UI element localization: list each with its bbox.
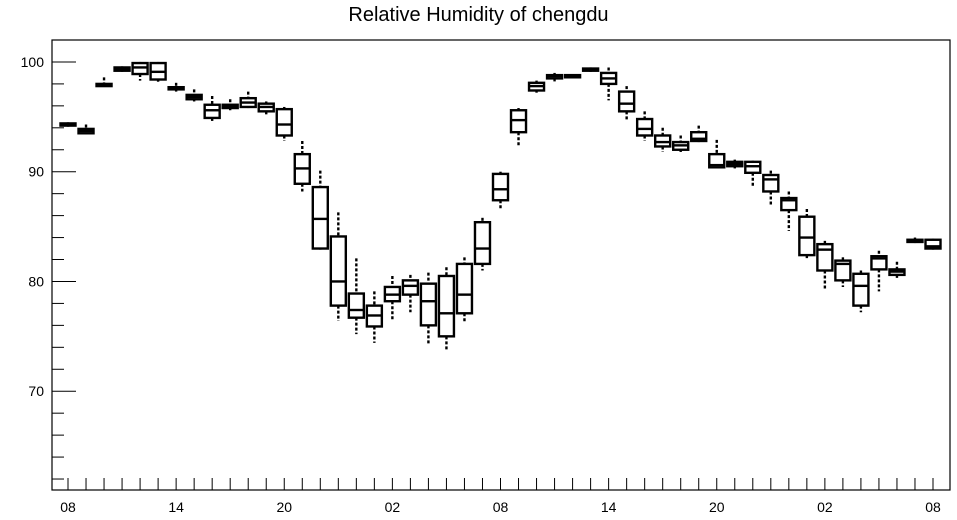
- y-tick-label: 90: [28, 164, 44, 180]
- box: [401, 274, 420, 313]
- box-body: [798, 215, 816, 257]
- box: [798, 209, 816, 259]
- box: [167, 82, 185, 92]
- box: [59, 122, 77, 127]
- box-body: [816, 242, 834, 272]
- box: [491, 171, 510, 210]
- box-body: [275, 107, 293, 137]
- box: [617, 86, 636, 122]
- y-tick-label: 100: [21, 54, 45, 70]
- box: [816, 240, 834, 290]
- x-axis: 08 14 20 02 08 14 20 02 08: [60, 478, 941, 515]
- box: [906, 237, 924, 244]
- box: [852, 270, 870, 313]
- x-tick-label: 08: [493, 499, 509, 515]
- box: [599, 67, 618, 101]
- x-tick-label: 08: [60, 499, 76, 515]
- box-body: [834, 259, 852, 282]
- box-series: [59, 61, 942, 350]
- box: [527, 80, 546, 93]
- box: [708, 139, 726, 169]
- box: [870, 250, 888, 292]
- y-axis: 70 80 90 100: [21, 39, 76, 480]
- box-body: [347, 292, 366, 319]
- box: [239, 91, 257, 109]
- x-tick-label: 02: [817, 499, 833, 515]
- x-tick-label: 14: [601, 499, 617, 515]
- box: [419, 272, 438, 345]
- box-body: [617, 90, 636, 113]
- box-body: [473, 220, 492, 266]
- box-body: [491, 172, 510, 202]
- box-body: [455, 262, 474, 315]
- y-tick-label: 70: [28, 383, 44, 399]
- box: [293, 140, 311, 192]
- box: [149, 61, 167, 82]
- box: [473, 217, 492, 271]
- box: [257, 101, 275, 116]
- box: [744, 160, 762, 188]
- box: [77, 124, 95, 135]
- chart-title: Relative Humidity of chengdu: [348, 4, 609, 26]
- x-tick-label: 20: [276, 499, 292, 515]
- box: [762, 170, 780, 205]
- box-body: [762, 173, 780, 193]
- box-body: [924, 238, 942, 250]
- box-body: [401, 279, 420, 296]
- box: [581, 67, 600, 72]
- box: [690, 125, 708, 143]
- box: [924, 238, 942, 250]
- box-body: [780, 196, 798, 212]
- box: [203, 95, 221, 123]
- box-body: [690, 130, 708, 143]
- box: [437, 267, 456, 350]
- box: [726, 159, 744, 169]
- box: [455, 257, 474, 323]
- box-body: [708, 152, 726, 169]
- box: [95, 77, 113, 88]
- box-body: [635, 117, 654, 137]
- box: [672, 135, 690, 152]
- plot-frame: [51, 39, 951, 491]
- box: [365, 291, 384, 343]
- x-tick-label: 14: [168, 499, 184, 515]
- y-tick-label: 80: [28, 273, 44, 289]
- box: [545, 72, 564, 82]
- box-body: [870, 255, 888, 271]
- box: [635, 111, 654, 141]
- box-body: [329, 235, 348, 307]
- box: [563, 73, 582, 79]
- box: [185, 89, 203, 102]
- box: [275, 106, 293, 141]
- box: [131, 61, 149, 81]
- x-tick-label: 08: [925, 499, 941, 515]
- box-body: [419, 282, 438, 327]
- x-tick-label: 02: [385, 499, 401, 515]
- box: [888, 261, 906, 280]
- x-tick-label: 20: [709, 499, 725, 515]
- box: [834, 257, 852, 287]
- box: [329, 212, 348, 321]
- box: [311, 170, 329, 250]
- box-body: [852, 272, 870, 307]
- box: [113, 66, 131, 72]
- box: [509, 108, 528, 146]
- box: [383, 275, 402, 320]
- box: [780, 191, 798, 231]
- box: [347, 258, 366, 335]
- box-body: [437, 274, 456, 338]
- box: [653, 127, 672, 152]
- box: [221, 99, 239, 111]
